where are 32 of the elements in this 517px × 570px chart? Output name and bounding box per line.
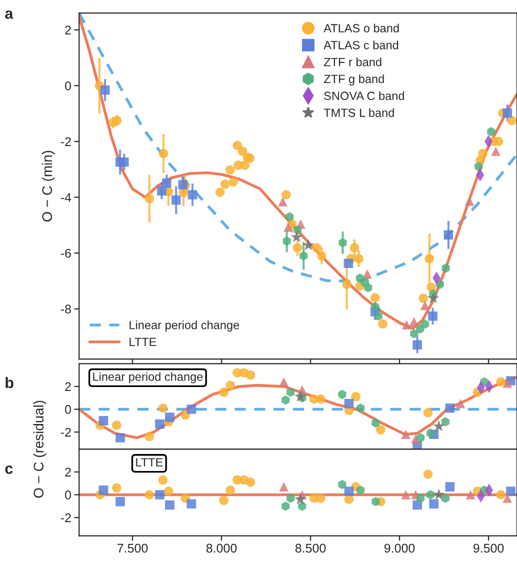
y-tick-label: 2 [65, 382, 71, 391]
y-tick-label: 2 [65, 468, 71, 476]
y-tick-label: -2 [60, 137, 71, 146]
annotation: LTTE [136, 458, 163, 466]
x-tick-label: 9.000 [384, 544, 415, 553]
y-tick-label: 0 [65, 490, 71, 500]
x-tick-label: 9.500 [473, 544, 504, 553]
text: c [5, 466, 13, 474]
text: b [6, 376, 14, 388]
x-tick-label: 8.000 [206, 544, 237, 553]
y-tick-label: 2 [65, 26, 71, 34]
y-tick-label: -2 [60, 513, 71, 522]
legend-label: LTTE [130, 338, 156, 346]
y-tick-label: -8 [60, 304, 71, 314]
y-axis-title: O − C (min) [42, 150, 55, 222]
y-tick-label: -2 [60, 428, 71, 437]
legend-label: ZTF r band [324, 58, 382, 66]
y-tick-label: 0 [65, 405, 71, 414]
legend-label: TMTS L band [324, 108, 394, 117]
y-tick-label: 0 [65, 81, 71, 90]
y-tick-label: -4 [60, 193, 72, 202]
legend-label: Linear period change [130, 320, 240, 332]
legend-label: SNOVA C band [324, 91, 404, 100]
legend-label: ATLAS o band [324, 24, 399, 32]
annotation: Linear period change [93, 372, 203, 384]
chart-title: a [5, 10, 14, 19]
x-tick-label: 8.500 [295, 544, 326, 553]
legend-label: ZTF g band [324, 74, 384, 86]
legend-label: ATLAS c band [324, 40, 398, 50]
y-axis-title: O − C (residual) [33, 400, 46, 498]
y-tick-label: -6 [60, 248, 71, 258]
x-tick-label: 7.500 [118, 544, 148, 553]
